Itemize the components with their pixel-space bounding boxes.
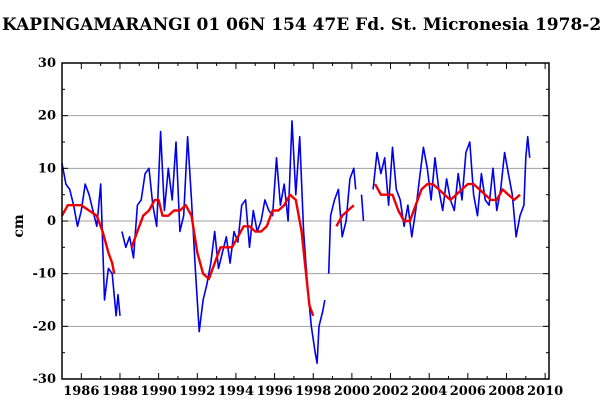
series-line-segment — [60, 204, 116, 274]
series-smoothed — [60, 182, 521, 317]
series-monthly — [61, 120, 531, 364]
series-line-segment — [61, 162, 121, 317]
x-tick-label: 1996 — [256, 384, 292, 399]
x-tick-label: 1992 — [179, 384, 215, 399]
x-axis: 1986 1988 1990 1992 1994 1996 1998 2000 2002 2004… — [61, 63, 563, 399]
y-tick-label: -20 — [33, 319, 57, 334]
y-tick-label: -10 — [33, 267, 57, 282]
series-line-segment — [327, 167, 357, 274]
y-tick-label: 0 — [47, 214, 56, 229]
x-tick-label: 1990 — [141, 384, 177, 399]
x-tick-label: 2002 — [372, 384, 408, 399]
x-tick-label: 2006 — [450, 384, 486, 399]
y-tick-label: 30 — [38, 56, 56, 71]
x-tick-label: 1998 — [295, 384, 331, 399]
x-tick-label: 1988 — [102, 384, 138, 399]
x-tick-label: 2000 — [334, 384, 370, 399]
series-line-segment — [372, 135, 531, 238]
chart-title: KAPINGAMARANGI 01 06N 154 47E Fd. St. Mi… — [2, 15, 600, 35]
series-line-segment — [374, 182, 521, 223]
series-line-segment — [360, 194, 365, 222]
x-tick-label: 2010 — [527, 384, 563, 399]
y-tick-label: -30 — [33, 372, 57, 387]
x-tick-label: 2008 — [488, 384, 524, 399]
y-tick-label: 10 — [38, 161, 56, 176]
x-tick-label: 2004 — [411, 384, 447, 399]
series-line-segment — [130, 193, 315, 317]
y-axis-label: cm — [11, 214, 27, 238]
series-group — [60, 120, 531, 364]
grid-lines — [62, 115, 549, 327]
y-axis: -30 -20 -10 0 10 20 30 — [33, 56, 549, 387]
x-tick-label: 1994 — [218, 384, 254, 399]
series-line-segment — [335, 204, 355, 227]
series-line-segment — [121, 120, 326, 364]
y-tick-label: 20 — [38, 109, 56, 124]
x-tick-label: 1986 — [63, 384, 99, 399]
